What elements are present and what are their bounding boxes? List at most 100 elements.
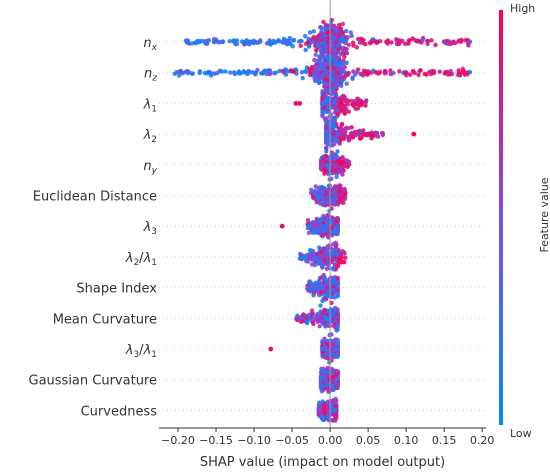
shap-dot [354, 45, 360, 50]
shap-dot [239, 39, 245, 44]
shap-dot [363, 103, 368, 108]
shap-dot [335, 292, 340, 297]
shap-dot [346, 138, 351, 143]
shap-dot [318, 374, 324, 380]
shap-dot [330, 76, 335, 81]
shap-dot [332, 279, 337, 284]
shap-dot [318, 405, 323, 411]
shap-dot [327, 200, 332, 205]
shap-dot [319, 216, 324, 221]
shap-dot [288, 41, 293, 47]
shap-dot [327, 35, 332, 41]
shap-dot [305, 225, 310, 231]
shap-dot [346, 70, 351, 76]
feature-label: nx [143, 36, 157, 53]
shap-dot [328, 340, 333, 345]
shap-dot [200, 38, 206, 44]
shap-dot [334, 59, 339, 65]
shap-dot [333, 353, 338, 358]
feature-label: Curvedness [81, 404, 158, 419]
shap-dot [375, 39, 380, 45]
shap-dot [458, 39, 463, 44]
shap-dot [332, 407, 338, 413]
shap-dot [335, 311, 340, 316]
shap-dot [342, 260, 347, 265]
shap-dot [312, 57, 317, 63]
shap-dot [359, 100, 365, 105]
shap-dot [328, 69, 333, 74]
shap-dot [296, 317, 302, 322]
shap-dot [231, 70, 237, 75]
shap-dot [326, 65, 331, 70]
shap-dot [342, 250, 347, 255]
shap-dot [299, 70, 305, 75]
shap-dot [337, 183, 342, 188]
shap-dot [433, 42, 438, 48]
shap-dot [264, 41, 270, 46]
shap-dot [400, 38, 405, 44]
shap-dot [322, 274, 327, 279]
shap-dot [195, 39, 200, 44]
feature-label: Shape Index [76, 282, 157, 297]
shap-dot [255, 67, 260, 73]
shap-dot [335, 55, 340, 60]
shap-dot [335, 319, 340, 324]
shap-dot [322, 261, 327, 266]
shap-dot [338, 37, 344, 42]
shap-dot [323, 81, 329, 87]
shap-dot [431, 71, 436, 76]
shap-dot [352, 131, 357, 136]
shap-dot [323, 314, 328, 320]
shap-dot [351, 103, 357, 109]
shap-dot [318, 54, 324, 60]
shap-dot [337, 22, 342, 28]
shap-dot [305, 320, 310, 326]
shap-dot [204, 71, 210, 76]
shap-dot [318, 201, 323, 206]
shap-dot [341, 136, 347, 142]
shap-dot [340, 29, 345, 35]
shap-dot [321, 380, 326, 385]
shap-dot [330, 215, 335, 220]
shap-dot [344, 46, 349, 52]
shap-dot [306, 221, 311, 226]
shap-dot [318, 47, 323, 52]
shap-dot [441, 39, 447, 44]
shap-dot [321, 51, 326, 56]
shap-dot [323, 297, 329, 302]
shap-dot [335, 149, 340, 154]
shap-dot [178, 68, 183, 74]
shap-dot [323, 153, 329, 159]
shap-dot [337, 166, 343, 171]
shap-dot [317, 193, 323, 198]
x-tick-label: −0.20 [161, 434, 195, 447]
shap-dot [329, 233, 335, 238]
shap-dot [309, 187, 314, 192]
x-axis-ticks: −0.20 −0.15 −0.10 −0.05 0.00 0.05 0.10 0.15 0.20 [161, 428, 494, 447]
shap-dot [333, 84, 338, 89]
shap-dot [349, 33, 354, 39]
shap-dot [316, 65, 321, 70]
shap-dot [345, 35, 350, 40]
shap-dot [333, 305, 338, 311]
shap-dot [260, 71, 265, 76]
shap-dot [299, 38, 304, 44]
shap-dot [311, 34, 316, 40]
x-tick-label: −0.10 [237, 434, 271, 447]
shap-dot [338, 260, 343, 265]
shap-dot [318, 303, 323, 308]
shap-dot [408, 72, 413, 77]
shap-dot [324, 323, 329, 328]
shap-dot [342, 54, 347, 60]
colorbar-gradient [499, 10, 503, 425]
shap-dot [320, 102, 325, 107]
shap-dot [291, 38, 296, 43]
shap-dot [277, 68, 282, 74]
shap-dot [228, 70, 233, 75]
shap-dot [425, 38, 430, 44]
shap-dot [337, 198, 343, 203]
shap-dot [467, 70, 473, 75]
shap-dot [183, 38, 189, 43]
shap-dot [326, 280, 331, 285]
shap-dot [320, 112, 325, 118]
